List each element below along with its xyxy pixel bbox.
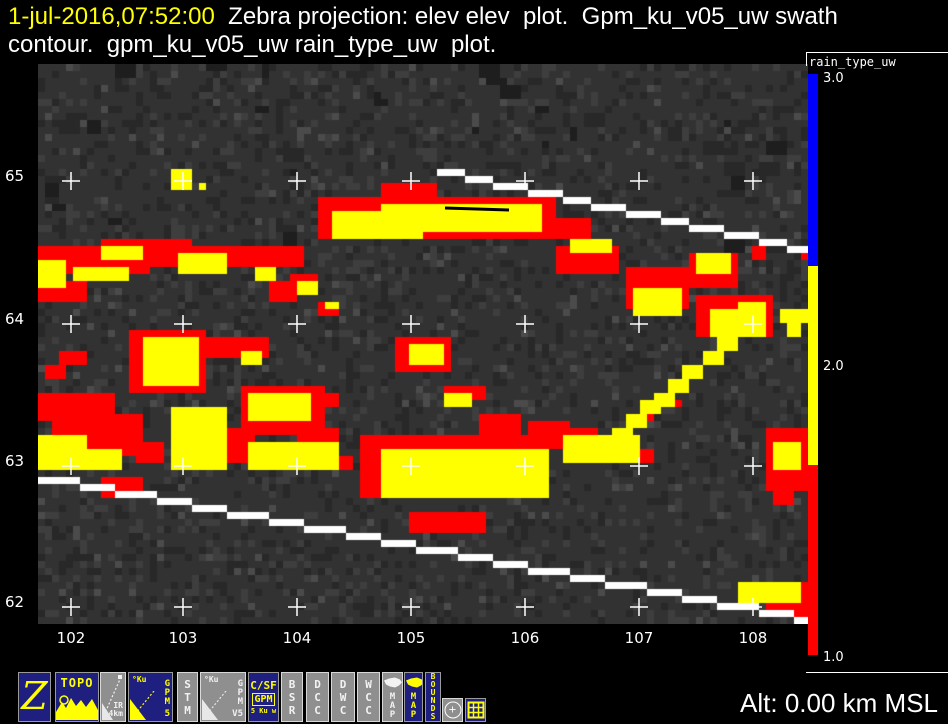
x-axis-tick-105: 105 — [396, 629, 426, 647]
status-separator-line — [806, 672, 948, 673]
title-line2: contour. gpm_ku_v05_uw rain_type_uw plot… — [8, 31, 497, 58]
version-label: 5 — [164, 709, 170, 719]
altitude-readout: Alt: 0.00 km MSL — [740, 688, 938, 718]
ku-label: °Ku — [204, 675, 219, 684]
colorbar-segment-1.0 — [808, 465, 818, 655]
mountains-icon — [56, 695, 98, 720]
us-map-icon — [406, 677, 422, 688]
timestamp: 1-jul-2016,07:52:00 — [8, 3, 215, 30]
x-axis-tick-103: 103 — [168, 629, 198, 647]
x-axis-tick-106: 106 — [510, 629, 540, 647]
version-label: V5 — [232, 709, 243, 719]
x-axis-tick-108: 108 — [738, 629, 768, 647]
colorbar-title: rain_type_uw — [809, 55, 896, 69]
colorbar-segment-3.0 — [808, 74, 818, 266]
csf-gpm-label: C/SF GPM 5 Ku w — [250, 679, 277, 715]
ku-label: °Ku — [132, 675, 147, 684]
y-axis-tick-64: 64 — [5, 310, 25, 328]
rain-type-raster — [38, 64, 808, 624]
toolbar-button-ir[interactable]: IR 4km — [100, 672, 126, 722]
toolbar-button-csf[interactable]: C/SF GPM 5 Ku w — [248, 672, 279, 722]
colorbar-panel-tick — [806, 52, 807, 66]
x-axis-tick-104: 104 — [282, 629, 312, 647]
toolbar-button-kuv5[interactable]: °Ku G P M V5 — [200, 672, 246, 722]
zebra-logo: Z — [21, 674, 48, 718]
plot-title: 1-jul-2016,07:52:00 Zebra projection: el… — [8, 3, 838, 59]
topo-label: TOPO — [60, 676, 94, 690]
toolbar-button-topo[interactable]: TOPO — [55, 672, 99, 722]
y-axis-tick-63: 63 — [5, 452, 25, 470]
us-map-icon — [384, 677, 402, 688]
x-axis-tick-107: 107 — [624, 629, 654, 647]
satellite-icon — [130, 691, 155, 720]
title-line1: Zebra projection: elev elev plot. Gpm_ku… — [214, 3, 838, 30]
colorbar-segment-2.0 — [808, 266, 818, 465]
satellite-icon — [102, 675, 122, 720]
toolbar-button-zebra[interactable]: Z — [18, 672, 51, 722]
y-axis-tick-65: 65 — [5, 167, 25, 185]
map-plot-area[interactable] — [38, 64, 808, 624]
colorbar-value-1.0: 1.0 — [823, 650, 844, 665]
toolbar-button-grid[interactable] — [465, 698, 486, 722]
y-axis-tick-62: 62 — [5, 593, 25, 611]
grid-icon — [467, 701, 484, 719]
colorbar-value-3.0: 3.0 — [823, 71, 844, 86]
colorbar-panel-topline — [806, 52, 948, 53]
toolbar-button-circ[interactable] — [442, 698, 463, 722]
circle-crosshair-icon — [444, 701, 461, 719]
colorbar-value-2.0: 2.0 — [823, 359, 844, 374]
toolbar-button-ku5[interactable]: °Ku G P M 5 — [128, 672, 173, 722]
satellite-icon — [202, 691, 227, 720]
x-axis-tick-102: 102 — [56, 629, 86, 647]
ir-4km-label: IR 4km — [108, 701, 123, 718]
